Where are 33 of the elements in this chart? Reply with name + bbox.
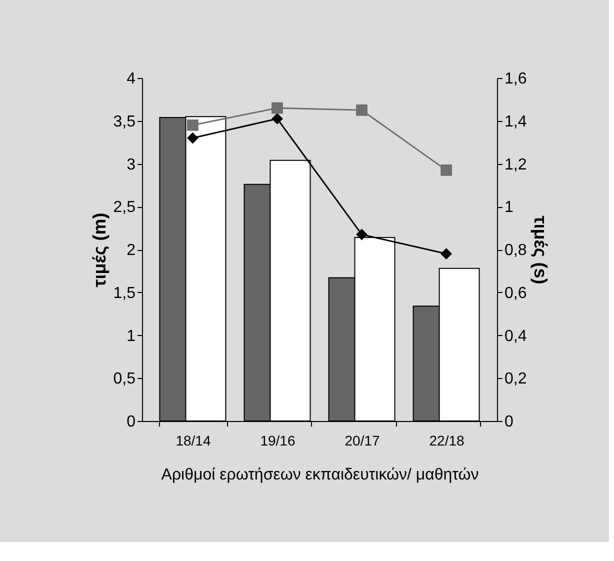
y-tick-label: 0 [126,414,136,430]
y2-tick-label: 1,2 [504,156,527,174]
x-axis-title: Αριθμοί ερωτήσεων εκπαιδευτικών/ μαθητών [161,466,479,484]
y-tick-label: 0,5 [113,370,136,388]
point [356,228,368,240]
point [187,132,198,144]
y-tick-label: 2,5 [113,199,136,216]
point [356,104,368,116]
y2-tick-label: 0 [504,414,514,430]
y-tick-label: 2 [126,242,136,259]
y-tick-label: 4 [126,70,136,88]
point [440,164,452,176]
y2-tick-label: 0,8 [504,242,527,259]
x-tick-label: 18/14 [176,432,211,448]
y-tick-label: 1 [126,328,136,345]
y2-tick-label: 0,2 [504,370,527,388]
x-tick-label: 19/16 [260,432,296,448]
y2-axis-title: τιμές (s) [530,216,551,284]
point [187,119,198,131]
x-tick-label: 20/17 [344,432,380,448]
y-tick-label: 1,5 [113,284,136,302]
point [440,248,452,260]
y2-tick-label: 0,4 [504,328,527,345]
y-tick-label: 3 [126,156,136,174]
y-tick-label: 3,5 [113,113,136,130]
y-axis-title: τιμές (m) [89,212,110,288]
point [272,102,283,114]
y2-tick-label: 1,4 [504,113,527,130]
x-tick-label: 22/18 [429,432,465,448]
y2-tick-label: 1,6 [504,70,527,88]
point [272,113,283,124]
y2-tick-label: 1 [504,199,514,216]
y2-tick-label: 0,6 [504,284,527,302]
